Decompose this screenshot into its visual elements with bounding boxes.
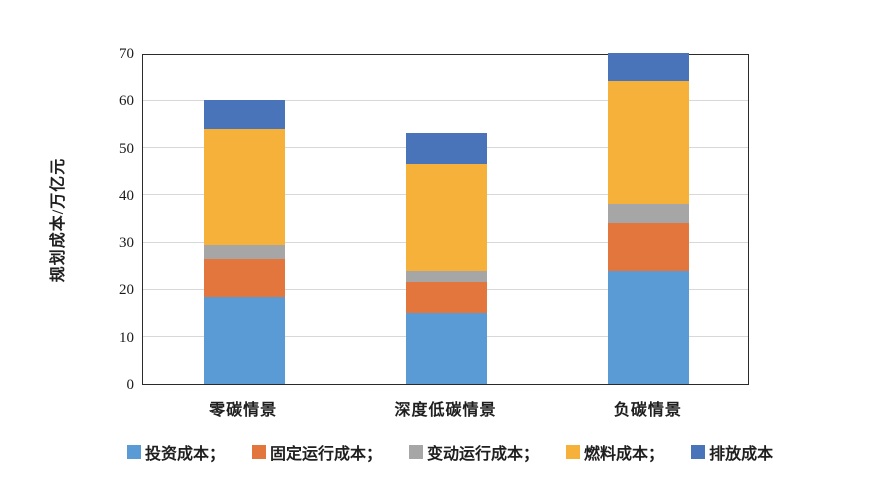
bar-segment-固定运行成本 — [608, 223, 690, 271]
y-tick-label-10: 10 — [119, 329, 134, 346]
legend-swatch-icon — [409, 445, 424, 459]
bar-segment-投资成本 — [608, 270, 690, 384]
x-label-深度低碳情景: 深度低碳情景 — [394, 402, 497, 419]
y-tick-label-40: 40 — [119, 187, 134, 204]
y-tick-label-50: 50 — [119, 140, 134, 157]
bar-segment-投资成本 — [203, 296, 285, 384]
legend-label: 变动运行成本； — [427, 446, 540, 463]
legend-label: 投资成本； — [145, 446, 226, 463]
bar-segment-排放成本 — [608, 53, 690, 82]
y-tick-label-0: 0 — [126, 377, 135, 393]
y-tick-label-70: 70 — [119, 46, 134, 62]
legend-item-固定运行成本: 固定运行成本； — [252, 440, 382, 464]
legend-item-排放成本: 排放成本 — [691, 440, 773, 464]
bar-负碳情景 — [608, 53, 690, 384]
legend-item-燃料成本: 燃料成本； — [566, 440, 664, 464]
legend-swatch-icon — [252, 445, 267, 459]
y-tick-label-60: 60 — [119, 93, 134, 110]
bar-segment-变动运行成本 — [203, 244, 285, 259]
legend-label: 排放成本 — [709, 446, 774, 463]
legend-label: 燃料成本； — [584, 446, 665, 463]
legend-swatch-icon — [566, 445, 581, 459]
bar-segment-变动运行成本 — [406, 270, 487, 283]
y-tick-label-30: 30 — [119, 235, 134, 252]
bar-segment-燃料成本 — [608, 81, 690, 205]
x-label-零碳情景: 零碳情景 — [209, 402, 278, 419]
bar-深度低碳情景 — [406, 53, 487, 384]
bar-零碳情景 — [203, 53, 285, 384]
y-tick-label-20: 20 — [119, 282, 134, 299]
legend-swatch-icon — [127, 445, 141, 459]
legend-item-投资成本: 投资成本； — [127, 440, 225, 464]
bar-segment-变动运行成本 — [608, 204, 690, 224]
bar-segment-投资成本 — [406, 313, 487, 384]
bar-segment-燃料成本 — [406, 164, 487, 271]
legend-item-变动运行成本: 变动运行成本； — [409, 440, 539, 464]
bar-segment-固定运行成本 — [406, 282, 487, 314]
plot-area — [142, 53, 749, 385]
x-label-负碳情景: 负碳情景 — [613, 402, 682, 419]
legend-swatch-icon — [691, 445, 706, 459]
bar-segment-排放成本 — [203, 100, 285, 129]
y-axis-title: 规划成本/万亿元 — [50, 157, 67, 283]
gridline-60 — [143, 99, 748, 101]
bar-segment-燃料成本 — [203, 128, 285, 245]
bar-segment-排放成本 — [406, 133, 487, 165]
legend: 投资成本； 固定运行成本； 变动运行成本； 燃料成本； 排放成本 — [127, 440, 773, 464]
legend-label: 固定运行成本； — [270, 446, 383, 463]
bar-segment-固定运行成本 — [203, 258, 285, 297]
